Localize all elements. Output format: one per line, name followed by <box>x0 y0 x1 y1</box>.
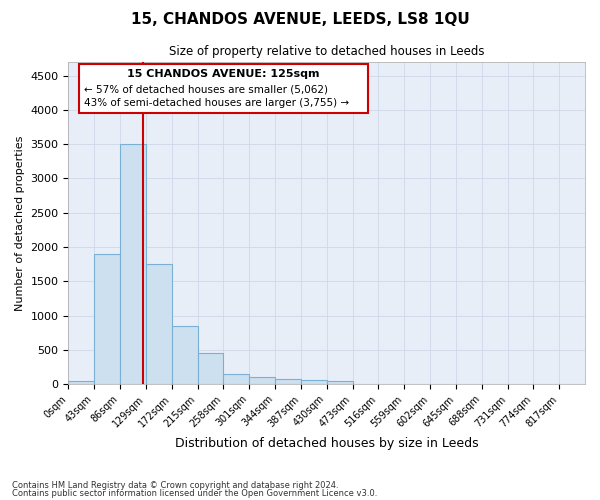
Bar <box>197 353 223 384</box>
Title: Size of property relative to detached houses in Leeds: Size of property relative to detached ho… <box>169 45 484 58</box>
Bar <box>68 380 94 384</box>
Bar <box>146 264 172 384</box>
Bar <box>223 374 249 384</box>
Text: 15 CHANDOS AVENUE: 125sqm: 15 CHANDOS AVENUE: 125sqm <box>127 70 320 80</box>
Text: 43% of semi-detached houses are larger (3,755) →: 43% of semi-detached houses are larger (… <box>84 98 349 108</box>
FancyBboxPatch shape <box>79 64 368 114</box>
Bar <box>327 380 353 384</box>
Bar <box>249 377 275 384</box>
Y-axis label: Number of detached properties: Number of detached properties <box>15 136 25 310</box>
Text: 15, CHANDOS AVENUE, LEEDS, LS8 1QU: 15, CHANDOS AVENUE, LEEDS, LS8 1QU <box>131 12 469 28</box>
Text: ← 57% of detached houses are smaller (5,062): ← 57% of detached houses are smaller (5,… <box>84 84 328 94</box>
Bar <box>94 254 120 384</box>
Bar <box>275 379 301 384</box>
X-axis label: Distribution of detached houses by size in Leeds: Distribution of detached houses by size … <box>175 437 479 450</box>
Bar <box>172 326 197 384</box>
Text: Contains public sector information licensed under the Open Government Licence v3: Contains public sector information licen… <box>12 489 377 498</box>
Bar <box>120 144 146 384</box>
Text: Contains HM Land Registry data © Crown copyright and database right 2024.: Contains HM Land Registry data © Crown c… <box>12 480 338 490</box>
Bar <box>301 380 327 384</box>
